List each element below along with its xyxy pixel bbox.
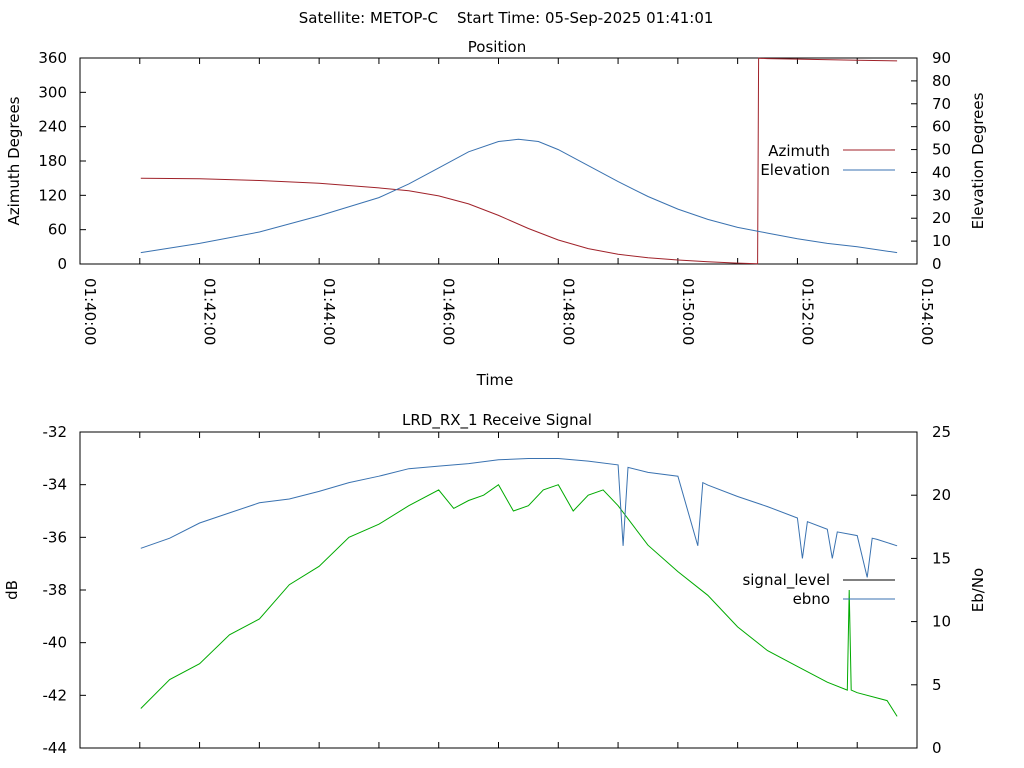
x-tick-label: 01:40:00 [81,278,99,345]
signal-ticks: -44 -42 -40 -38 -36 -34 -32 0 5 10 15 20 25 [43,423,952,757]
y-tick-label: 300 [38,83,67,101]
position-legend: Azimuth Elevation [760,142,895,179]
legend-label-azimuth: Azimuth [768,142,830,160]
y-tick-label: 60 [48,221,67,239]
x-tick-label: 01:44:00 [320,278,338,345]
y2-tick-label: 90 [932,49,951,67]
y2-tick-label: 0 [932,739,942,757]
y-tick-label: -42 [43,686,68,704]
position-x-axis-label: Time [476,371,514,389]
x-tick-label: 01:50:00 [679,278,697,345]
position-chart-title: Position [468,38,526,56]
y2-tick-label: 0 [932,255,942,273]
series-line-ebno [140,458,898,578]
y2-tick-label: 5 [932,676,942,694]
y2-tick-label: 80 [932,72,951,90]
y2-tick-label: 10 [932,232,951,250]
x-tick-label: 01:46:00 [440,278,458,345]
satellite-label: Satellite: METOP-C [299,9,438,27]
y-tick-label: -34 [43,476,68,494]
x-tick-label: 01:42:00 [201,278,219,345]
y2-tick-label: 70 [932,95,951,113]
signal-y-axis-label: dB [3,580,21,600]
y-tick-label: 0 [57,255,67,273]
y-tick-label: -36 [43,528,68,546]
y2-tick-label: 50 [932,141,951,159]
y2-tick-label: 30 [932,186,951,204]
signal-legend: signal_level ebno [742,571,895,608]
y2-tick-label: 10 [932,613,951,631]
y-tick-label: 180 [38,152,67,170]
y2-tick-label: 20 [932,486,951,504]
signal-y2-axis-label: Eb/No [969,568,987,612]
position-y-axis-label: Azimuth Degrees [5,96,23,225]
signal-series [140,458,898,717]
x-tick-label: 01:54:00 [918,278,936,345]
y2-tick-label: 15 [932,549,951,567]
series-line-signal-level [140,483,898,717]
start-time-label: Start Time: 05-Sep-2025 01:41:01 [457,9,713,27]
series-line-azimuth [140,57,898,265]
legend-label-signal-level: signal_level [742,571,830,590]
position-chart: Position 01:40:00 01:42:00 01:44:00 01:46:0… [5,38,987,389]
legend-label-elevation: Elevation [760,161,830,179]
y-tick-label: 360 [38,49,67,67]
y-tick-label: -32 [43,423,68,441]
y2-tick-label: 25 [932,423,951,441]
signal-chart: LRD_RX_1 Receive Signal -44-42-40-38-36-… [3,411,987,757]
y-tick-label: -38 [43,581,68,599]
y-tick-label: 120 [38,186,67,204]
y-tick-label: -44 [43,739,68,757]
signal-chart-title: LRD_RX_1 Receive Signal [402,411,592,430]
series-line-elevation [140,138,898,254]
signal-plot-frame [79,431,918,749]
position-series [140,57,898,265]
y2-tick-label: 20 [932,209,951,227]
x-tick-label: 01:52:00 [798,278,816,345]
position-y2-axis-label: Elevation Degrees [969,92,987,229]
x-tick-label: 01:48:00 [559,278,577,345]
legend-label-ebno: ebno [793,590,830,608]
y-tick-label: 240 [38,118,67,136]
position-ticks: 01:40:00 01:42:00 01:44:00 01:46:00 01:48:00… [38,49,951,345]
y2-tick-label: 40 [932,163,951,181]
y2-tick-label: 60 [932,118,951,136]
y-tick-label: -40 [43,634,68,652]
